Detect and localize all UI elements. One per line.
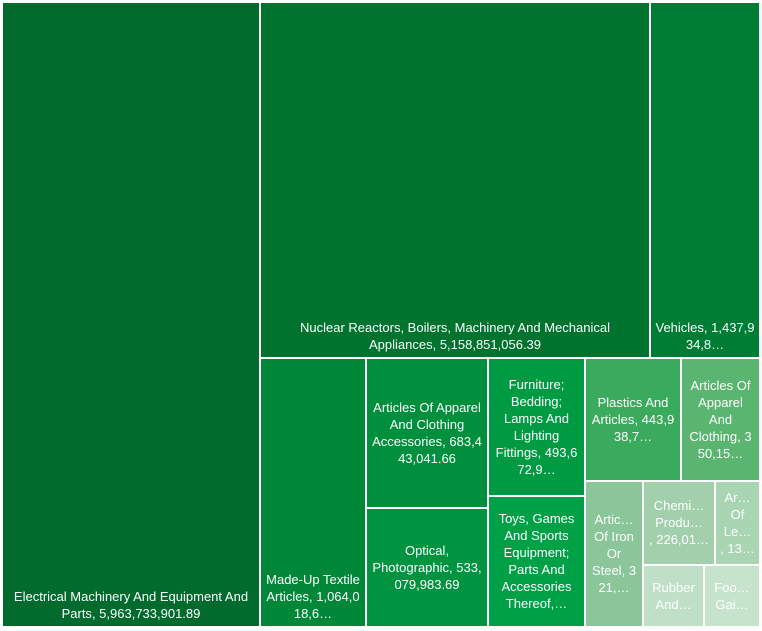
category-label: Artic… Of Iron Or Steel [592,512,634,578]
tile-label: Foo… Gai… [709,579,755,613]
category-label: Foo… Gai… [714,579,750,612]
tile: Nuclear Reactors, Boilers, Machinery And… [261,3,649,357]
value-label: 321,… [598,563,637,595]
tile-label: Vehicles1,437,934,8… [655,319,755,353]
tile-label: Ar… Of Le…13… [720,489,755,557]
tile-label: Articles Of Apparel And Clothing350,15… [686,377,755,462]
tile-label: Rubber And… [648,579,699,613]
value-label: 5,158,851,056.39 [439,337,542,352]
tile: Articles Of Apparel And Clothing Accesso… [367,359,487,507]
tile: Ar… Of Le…13… [716,482,759,564]
tile: Chemi… Produ…226,01… [644,482,714,564]
tile: Toys, Games And Sports Equipment; Parts … [489,497,584,626]
tile-label: Made-Up Textile Articles1,064,018,6… [265,571,361,622]
tile: Furniture; Bedding; Lamps And Lighting F… [489,359,584,495]
category-label: Optical, Photographic [372,543,456,575]
tile: Articles Of Apparel And Clothing350,15… [682,359,759,480]
value-label: 533,079,983.69 [394,559,482,592]
value-label: 1,437,934,8… [685,320,755,352]
value-label: 5,963,733,901.89 [99,606,201,621]
tile: Plastics And Articles443,938,7… [586,359,680,480]
tile-label: Electrical Machinery And Equipment And P… [7,588,255,622]
tile-label: Articles Of Apparel And Clothing Accesso… [371,399,483,467]
tile: Electrical Machinery And Equipment And P… [3,3,259,626]
tile-label: Toys, Games And Sports Equipment; Parts … [493,510,580,612]
tile-label: Optical, Photographic533,079,983.69 [371,542,483,593]
category-label: Rubber And… [652,579,695,612]
tile-label: Furniture; Bedding; Lamps And Lighting F… [493,376,580,478]
value-label: 13… [727,540,755,556]
tile: Rubber And… [644,566,703,626]
category-label: Articles Of Apparel And Clothing Accesso… [372,400,481,449]
tile-label: Chemi… Produ…226,01… [648,497,710,548]
tile-label: Artic… Of Iron Or Steel321,… [590,511,638,596]
category-label: Vehicles [655,320,711,335]
tile-label: Nuclear Reactors, Boilers, Machinery And… [265,319,645,353]
value-label: 350,15… [697,428,752,461]
tile: Foo… Gai… [705,566,759,626]
value-label: 226,01… [656,532,709,547]
category-label: Toys, Games And Sports Equipment; Parts … [498,511,575,611]
value-label: 443,938,7… [613,411,675,444]
tile: Optical, Photographic533,079,983.69 [367,509,487,626]
value-label: 1,064,018,6… [293,589,360,621]
tile: Vehicles1,437,934,8… [651,3,759,357]
tile-label: Plastics And Articles443,938,7… [590,394,676,445]
tile: Artic… Of Iron Or Steel321,… [586,482,642,626]
value-label: 683,443,041.66 [398,433,482,466]
value-label: 493,672,9… [517,444,578,477]
tile: Made-Up Textile Articles1,064,018,6… [261,359,365,626]
category-label: Articles Of Apparel And Clothing [689,378,750,444]
